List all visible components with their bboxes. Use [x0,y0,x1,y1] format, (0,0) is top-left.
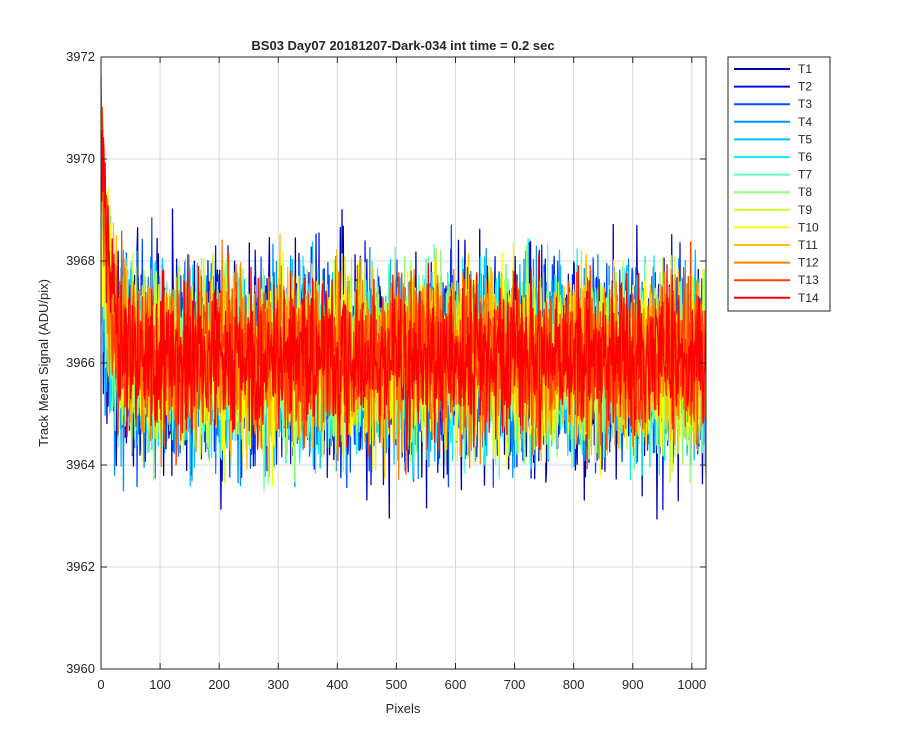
x-tick-label: 300 [267,677,289,692]
series-line-t14 [101,129,706,454]
legend-label-t4: T4 [798,115,812,129]
legend-label-t11: T11 [798,238,818,252]
legend-box [727,56,831,312]
y-axis-label: Track Mean Signal (ADU/pix) [36,279,51,447]
y-tick-label: 3968 [66,253,95,268]
x-tick-label: 500 [386,677,408,692]
y-tick-label: 3960 [66,661,95,676]
chart-title: BS03 Day07 20181207-Dark-034 int time = … [251,38,554,53]
x-tick-label: 900 [622,677,644,692]
legend-label-t8: T8 [798,185,812,199]
y-tick-label: 3966 [66,355,95,370]
x-tick-label: 200 [208,677,230,692]
y-tick-label: 3972 [66,49,95,64]
legend-label-t3: T3 [798,97,812,111]
legend-label-t2: T2 [798,80,812,94]
legend-label-t5: T5 [798,132,812,146]
x-tick-label: 700 [504,677,526,692]
legend-label-t12: T12 [798,256,819,270]
x-tick-label: 400 [326,677,348,692]
x-tick-label: 100 [149,677,171,692]
x-tick-label: 600 [445,677,467,692]
legend-label-t10: T10 [798,220,819,234]
legend-label-t13: T13 [798,273,819,287]
legend-label-t1: T1 [798,62,812,76]
series-group [101,74,706,520]
legend-label-t7: T7 [798,168,812,182]
ticks: 0 100 200 300 400 500 600 700 800 900 1000 3960 3962… [66,49,706,692]
legend: T1 T2 T3 T4 T5 T6 T7 T8 T9 T10 T11 T12 T13 T14 [727,56,831,312]
legend-label-t14: T14 [798,291,819,305]
y-tick-label: 3962 [66,559,95,574]
y-tick-label: 3964 [66,457,95,472]
x-axis-label: Pixels [386,701,421,716]
x-tick-label: 1000 [677,677,706,692]
legend-label-t9: T9 [798,203,812,217]
x-tick-label: 800 [563,677,585,692]
x-tick-label: 0 [97,677,104,692]
y-tick-label: 3970 [66,151,95,166]
legend-label-t6: T6 [798,150,812,164]
